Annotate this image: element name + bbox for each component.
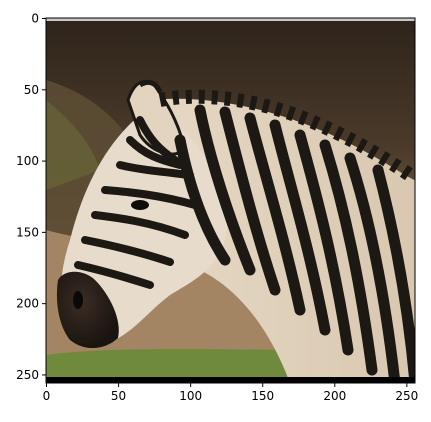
neck-stripes	[174, 104, 415, 383]
face-stripes	[74, 116, 199, 289]
y-axis-ticks: 0 50 100 150 200 250	[16, 12, 46, 382]
image-bottom-band	[46, 377, 415, 383]
y-tick-label: 250	[16, 368, 39, 382]
y-tick-label: 100	[16, 154, 39, 168]
ear-tip	[138, 79, 163, 94]
zebra-photo	[46, 18, 415, 383]
x-tick-label: 100	[179, 389, 202, 403]
x-axis-ticks: 0 50 100 150 200 250	[43, 383, 418, 403]
y-tick-label: 200	[16, 297, 39, 311]
zebra-eye	[131, 200, 149, 210]
y-tick-label: 50	[24, 83, 39, 97]
x-tick-label: 150	[251, 389, 274, 403]
x-tick-label: 200	[323, 389, 346, 403]
x-tick-label: 250	[395, 389, 418, 403]
x-tick-label: 0	[43, 389, 51, 403]
zebra-muzzle	[56, 271, 119, 349]
image-top-band	[46, 18, 415, 21]
axes-frame	[45, 17, 416, 384]
y-tick-label: 150	[16, 225, 39, 239]
y-tick-label: 0	[31, 12, 39, 26]
zebra-nostril	[73, 291, 83, 309]
left-shrub	[46, 100, 100, 190]
x-tick-label: 50	[111, 389, 126, 403]
